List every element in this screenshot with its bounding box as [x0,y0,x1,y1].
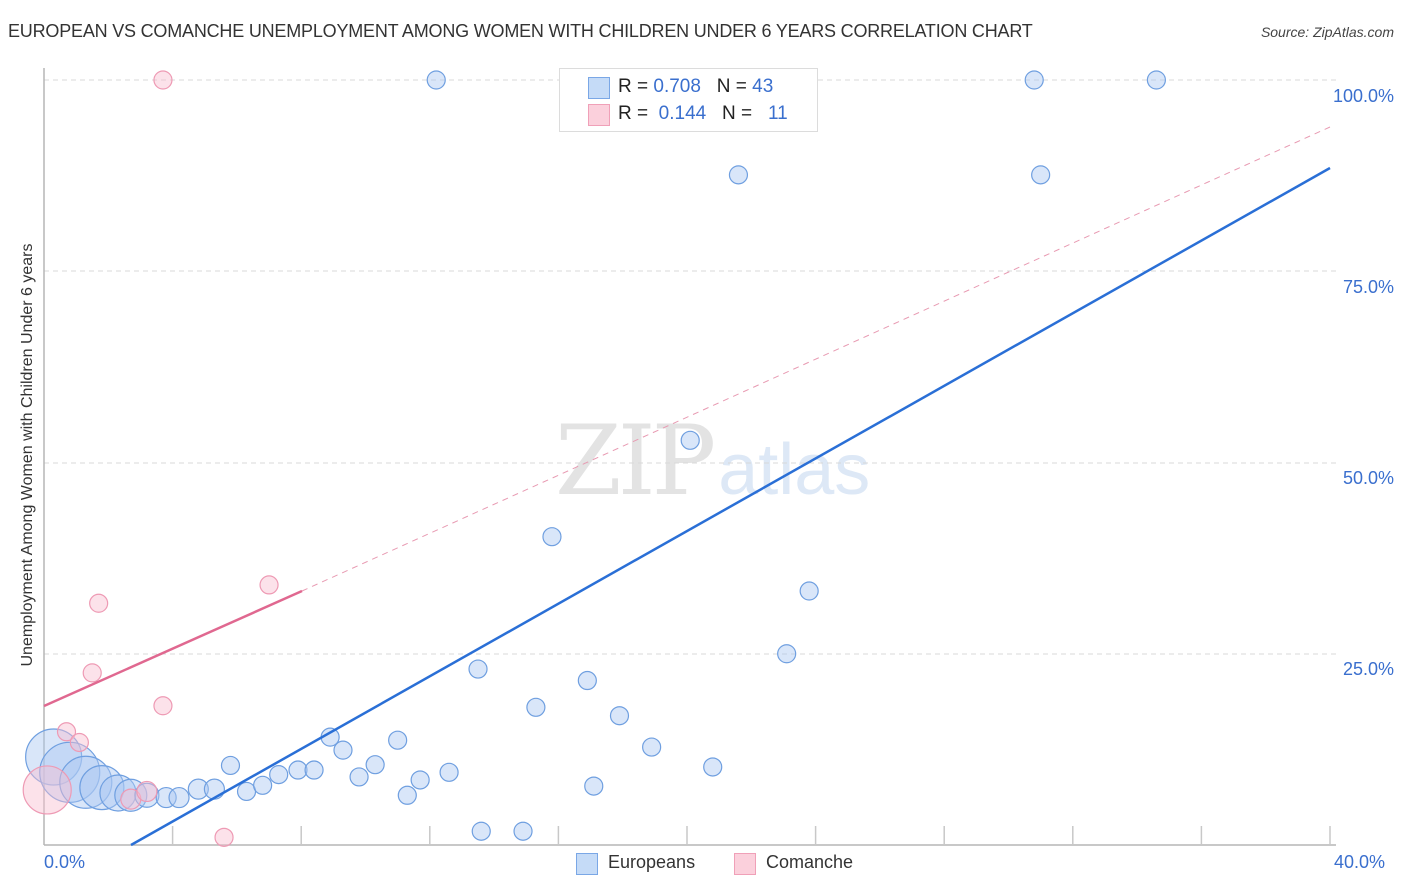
data-point [253,775,273,795]
x-axis-ticks [171,826,1331,845]
data-point [79,765,125,811]
data-point [155,786,177,809]
comanche-trendline-extension [301,126,1331,592]
r-value: 0.708 [653,76,701,97]
r-label: R = [618,76,654,97]
source-label: Source: ZipAtlas.com [1260,24,1394,40]
europeans-stats-text: R = 0.708 N = 43 [618,76,773,98]
comanche-swatch [588,104,610,126]
data-point [269,765,289,785]
europeans-trendline [130,166,1331,847]
data-point [56,722,77,742]
data-point [388,730,408,750]
comanche-stats-text: R = 0.144 N = 11 [618,103,788,125]
n-label: N = [716,76,753,97]
data-point [214,827,234,847]
x-tick-0: 0.0% [44,852,86,872]
data-point [153,70,173,90]
axes [43,68,1336,846]
data-point [799,581,819,601]
correlation-stats-box: R = 0.708 N = 43 R = 0.144 N = 11 [559,68,818,132]
data-point [609,706,630,726]
r-value: 0.144 [658,103,707,124]
data-point [259,575,279,595]
data-point [584,776,604,796]
data-point [513,821,533,841]
comanche-trendline [43,589,303,708]
data-point [526,697,546,717]
data-point [680,430,700,450]
data-point [304,760,324,780]
europeans-swatch [588,77,610,99]
data-point [220,755,241,776]
data-point [1024,70,1044,90]
y-tick-75: 75.0% [1342,277,1394,297]
data-point [153,696,173,716]
watermark-zip: ZIP [555,405,716,517]
zipatlas-watermark: ZIPatlas [555,405,870,517]
comanche-points [22,70,279,847]
data-point [59,755,113,809]
data-point [728,165,749,185]
europeans-points [25,70,1166,841]
n-label: N = [722,103,758,124]
y-tick-50: 50.0% [1342,468,1394,488]
x-tick-40: 40.0% [1334,852,1386,872]
legend-label-comanche: Comanche [766,852,854,872]
data-point [89,593,109,613]
comanche-legend-swatch [734,853,756,875]
data-point [114,778,148,812]
data-point [703,757,723,777]
data-point [365,755,385,775]
data-point [468,659,488,679]
data-point [203,778,225,800]
data-point [349,767,369,787]
r-label: R = [618,103,654,124]
data-point [410,770,430,790]
data-point [777,644,797,664]
data-point [168,786,190,809]
europeans-legend-swatch [576,853,598,875]
y-axis-title: Unemployment Among Women with Children U… [19,243,36,667]
legend-label-europeans: Europeans [608,852,696,872]
y-tick-100: 100.0% [1332,86,1394,106]
data-point [136,780,158,803]
data-point [22,765,72,815]
data-point [1146,70,1166,90]
data-point [187,778,209,800]
data-point [99,774,137,812]
data-point [288,760,308,780]
data-point [439,762,459,782]
n-value: 11 [767,103,788,124]
data-point [82,663,102,683]
data-point [471,821,491,841]
data-point [426,70,446,90]
data-point [69,732,89,753]
data-point [577,670,597,691]
n-value: 43 [752,76,774,97]
data-point [642,737,662,757]
data-point [333,740,353,760]
data-point [236,781,257,802]
data-point [397,785,417,805]
gridlines [44,79,1336,655]
y-tick-25: 25.0% [1342,659,1394,679]
data-point [1031,165,1051,185]
chart-title: EUROPEAN VS COMANCHE UNEMPLOYMENT AMONG … [8,21,1033,41]
data-point [542,527,562,547]
